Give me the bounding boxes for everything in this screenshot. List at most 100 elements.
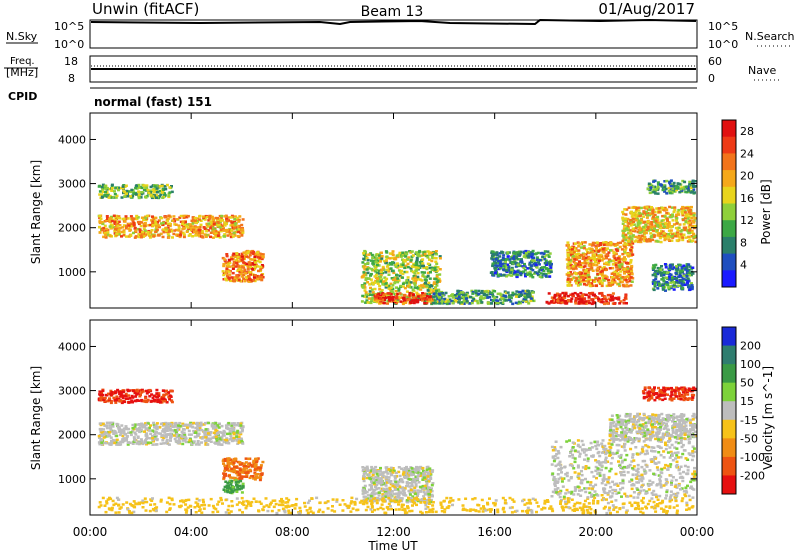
power-cell (684, 213, 688, 217)
power-cell (678, 223, 682, 226)
power-cell (447, 300, 451, 303)
power-cell (622, 236, 626, 239)
power-cell (434, 250, 438, 253)
velocity-cell (100, 443, 104, 446)
velocity-cell (188, 439, 192, 442)
power-cell (687, 215, 691, 219)
velocity-cell (139, 424, 142, 427)
power-cell (104, 236, 108, 239)
power-cell (130, 188, 134, 192)
power-cell (256, 256, 260, 259)
velocity-cell (156, 398, 160, 402)
power-cell (665, 179, 669, 183)
power-cell (248, 271, 252, 274)
power-cell (368, 290, 372, 293)
velocity-cell (168, 398, 172, 401)
power-cell (413, 283, 417, 287)
power-cell (145, 184, 149, 187)
power-cell (670, 279, 674, 282)
power-cell (517, 295, 521, 298)
power-cell (172, 232, 176, 236)
power-cell (108, 218, 112, 221)
power-cell (405, 281, 409, 284)
power-cell (401, 251, 405, 254)
power-cell (166, 226, 170, 229)
velocity-cell (239, 422, 243, 425)
power-cell (122, 231, 126, 234)
power-cell (603, 295, 607, 299)
power-cell (233, 220, 236, 224)
velocity-cell (141, 426, 145, 429)
power-cell (587, 264, 591, 267)
power-cell (589, 259, 593, 262)
power-cell (624, 246, 628, 250)
power-cell (510, 268, 514, 271)
power-cell (583, 265, 587, 268)
power-cell (363, 286, 367, 289)
velocity-cell (159, 422, 163, 426)
power-cell (411, 288, 415, 291)
velocity-cell (226, 461, 230, 464)
power-cell (378, 285, 382, 288)
velocity-cell (99, 423, 103, 427)
power-cell (622, 231, 626, 235)
velocity-cell (227, 423, 231, 427)
power-cell (658, 236, 662, 240)
power-cell (583, 241, 587, 244)
power-cell (614, 261, 618, 265)
power-cell (190, 219, 194, 222)
power-cell (222, 262, 226, 266)
power-cell (574, 279, 578, 283)
power-cell (590, 298, 594, 301)
power-cell (625, 281, 629, 284)
power-cell (661, 233, 665, 236)
power-cell (584, 276, 588, 280)
velocity-cell (143, 425, 147, 429)
power-cell (600, 273, 604, 276)
velocity-cell (227, 474, 231, 478)
velocity-cell (175, 429, 179, 432)
power-cell (427, 296, 431, 300)
power-cell (688, 274, 691, 277)
power-cell (421, 295, 425, 298)
velocity-cell (234, 465, 238, 469)
power-cell (362, 257, 366, 261)
power-cell (375, 269, 379, 272)
power-cell (605, 284, 609, 288)
power-cell (624, 275, 628, 279)
power-cell (582, 246, 586, 250)
power-cell (159, 222, 163, 225)
velocity-cell (131, 423, 135, 427)
power-cell (386, 299, 390, 303)
power-cell (259, 265, 263, 269)
power-cell (657, 282, 661, 285)
power-cell (155, 228, 159, 232)
power-cell (211, 217, 215, 220)
power-cell (606, 293, 610, 297)
power-cell (582, 278, 586, 282)
power-cell (453, 294, 457, 297)
power-cell (520, 261, 524, 264)
velocity-cell (181, 442, 185, 446)
power-cell (409, 259, 413, 262)
power-cell (112, 226, 116, 229)
power-cell (160, 191, 164, 194)
velocity-cell (181, 424, 185, 427)
power-cell (378, 299, 382, 302)
power-cell (435, 253, 438, 256)
power-cell (260, 253, 264, 256)
power-cell (524, 249, 528, 253)
velocity-cell (166, 433, 170, 436)
velocity-cell (149, 432, 153, 436)
power-cell (258, 269, 262, 273)
power-cell (369, 301, 373, 305)
power-cell (570, 297, 574, 300)
power-cell (385, 261, 389, 265)
power-cell (234, 259, 238, 262)
power-cell (186, 226, 190, 229)
power-cell (512, 255, 516, 258)
power-cell (208, 226, 212, 229)
velocity-cell (136, 440, 140, 443)
power-cell (587, 257, 591, 260)
